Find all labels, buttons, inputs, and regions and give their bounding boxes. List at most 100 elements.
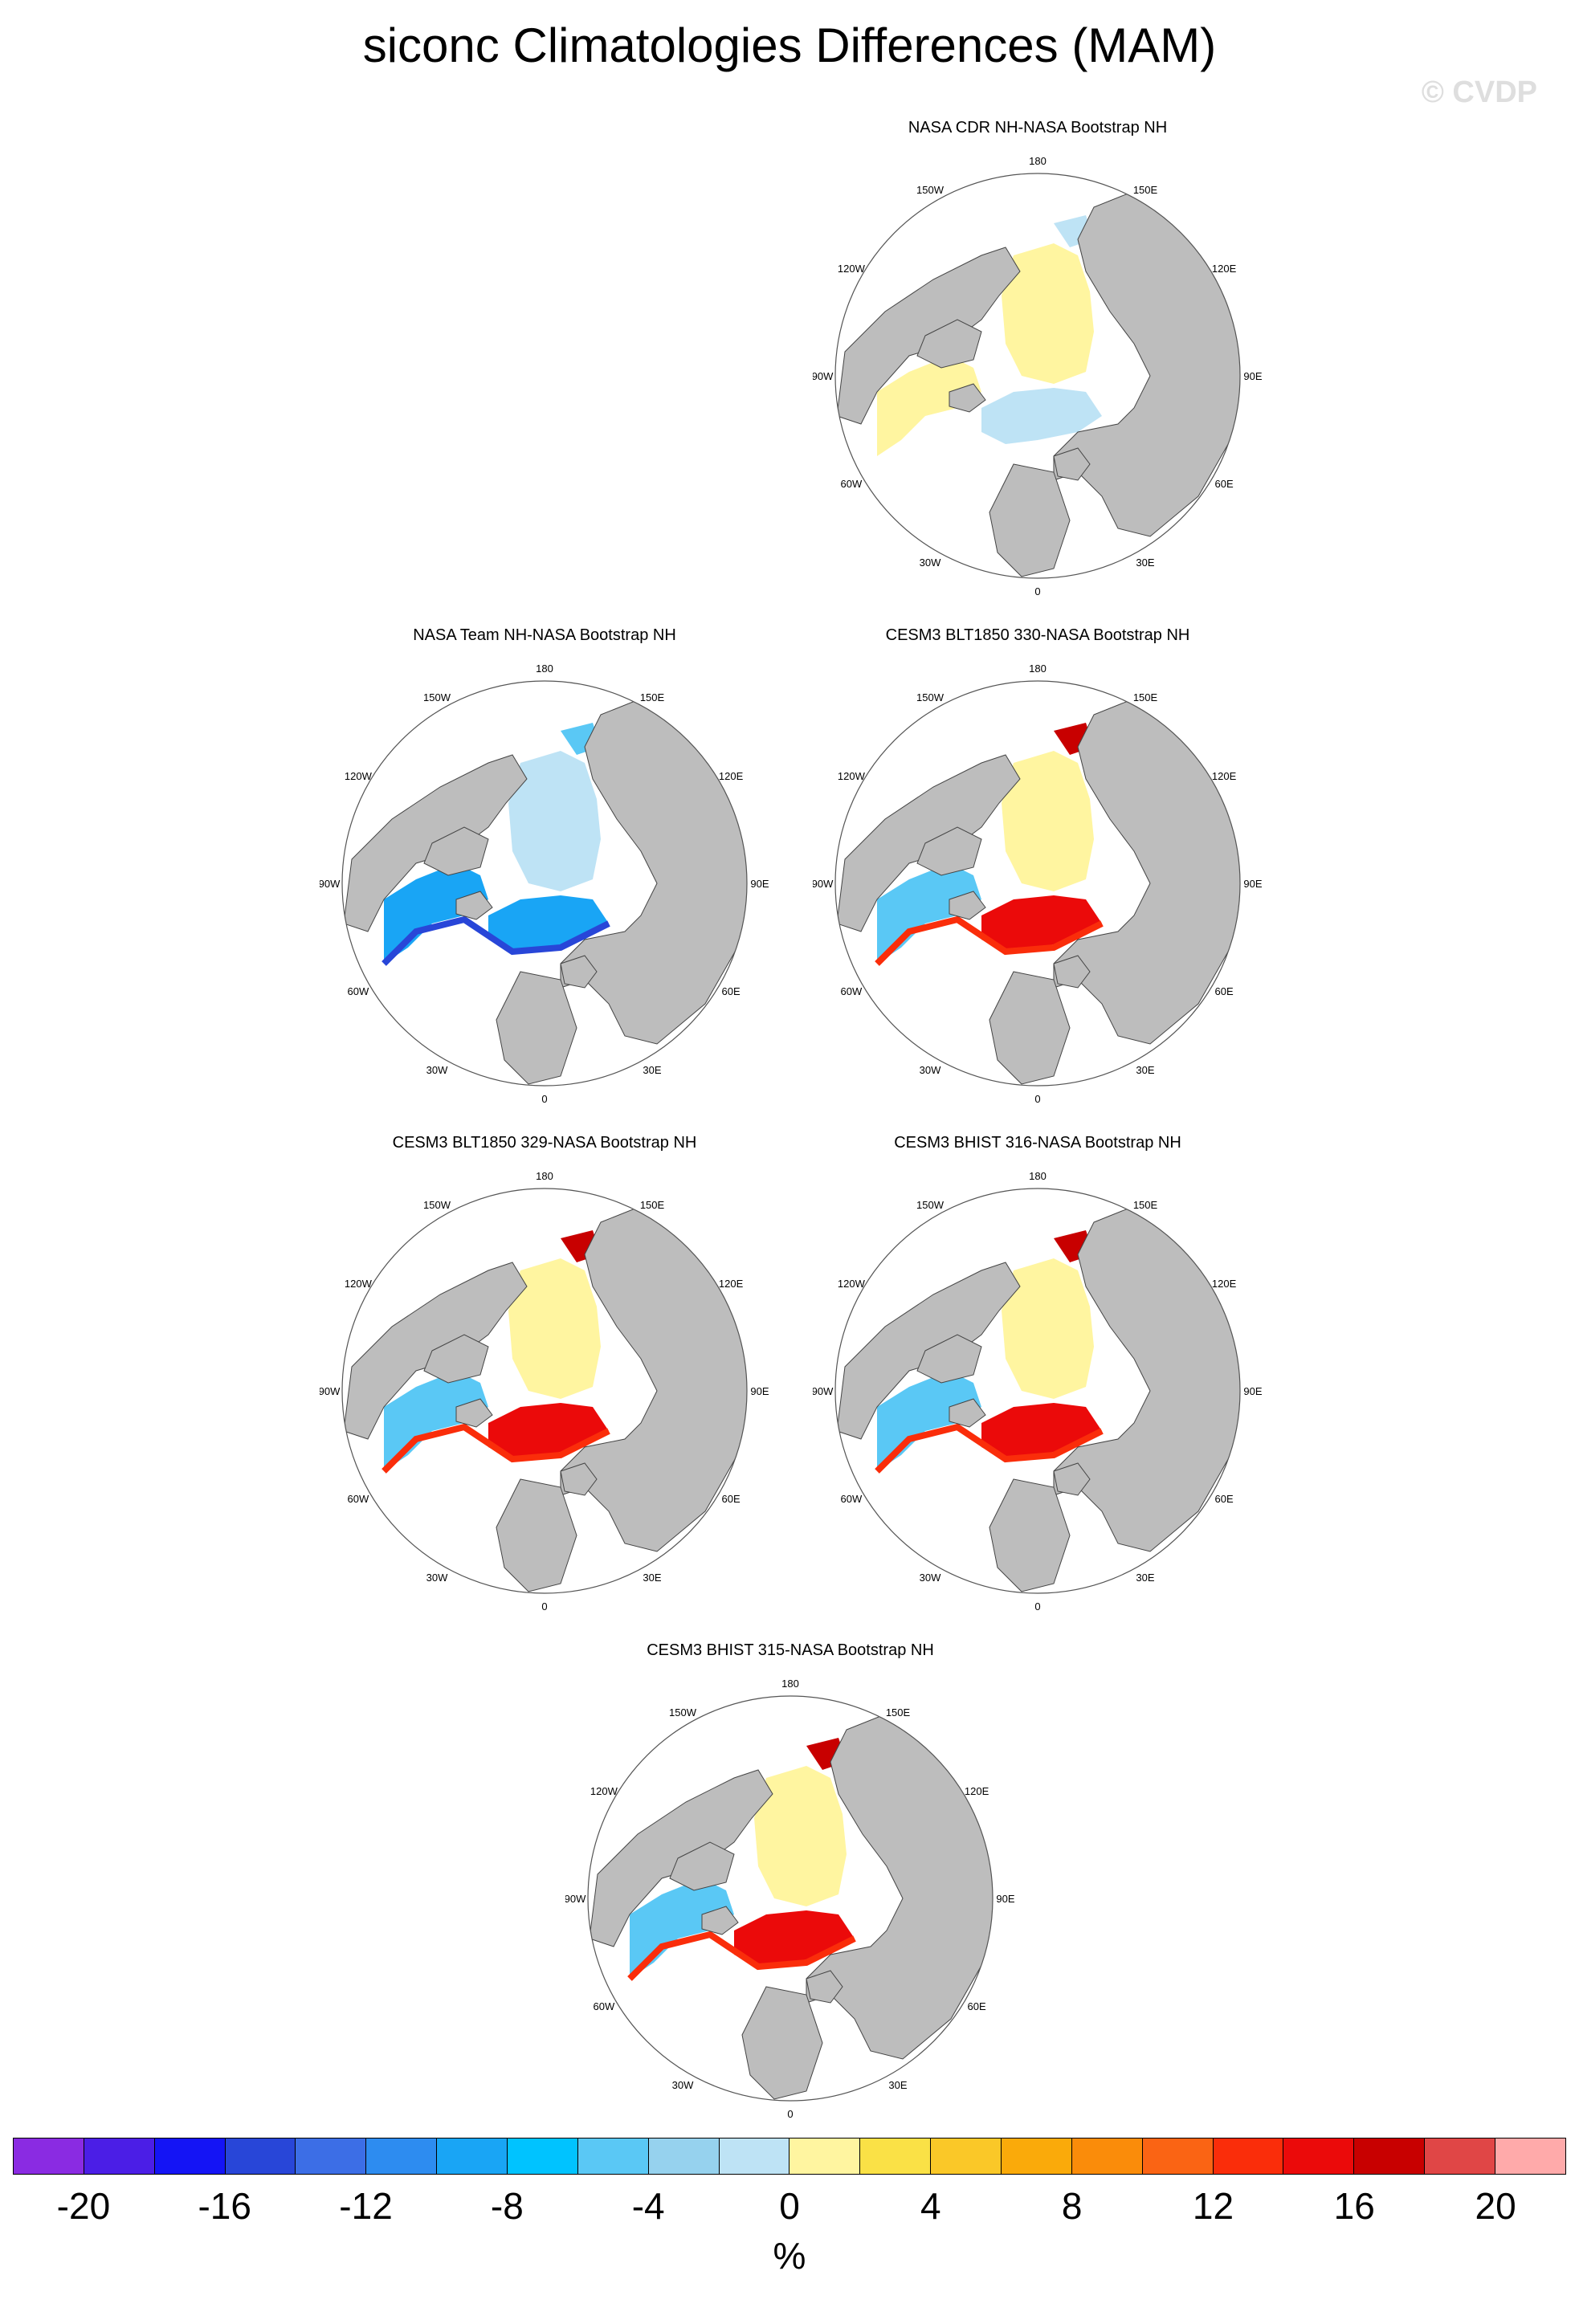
- longitude-label: 150E: [886, 1706, 911, 1719]
- map-panel-bhist-315: CESM3 BHIST 315-NASA Bootstrap NH 180 150…: [565, 1641, 1015, 2139]
- colorbar-box: [931, 2138, 1002, 2174]
- longitude-label: 60E: [722, 985, 741, 997]
- landmass: [560, 1462, 598, 1496]
- polar-stereographic-map: 180 150E 120E 90E 60E 30E 0 30W 60W 90W 120W 150W: [320, 663, 769, 1105]
- longitude-label: 150W: [916, 1199, 945, 1211]
- longitude-label: 120E: [719, 1278, 744, 1290]
- polar-stereographic-map: 180 150E 120E 90E 60E 30E 0 30W 60W 90W 120W 150W: [565, 1678, 1015, 2120]
- longitude-label: 120E: [1212, 1278, 1237, 1290]
- longitude-label: 30E: [643, 1572, 661, 1584]
- longitude-label: 90W: [813, 370, 834, 382]
- colorbar-tick-label: 20: [1475, 2185, 1516, 2227]
- longitude-label: 180: [1029, 663, 1047, 675]
- longitude-label: 90E: [1243, 1385, 1262, 1397]
- panel-title: NASA Team NH-NASA Bootstrap NH: [413, 626, 676, 644]
- colorbar-box: [577, 2138, 649, 2174]
- sea-ice-difference-region: [1002, 1258, 1094, 1399]
- map-boundary: [834, 173, 1241, 579]
- colorbar-box: [648, 2138, 720, 2174]
- landmass: [455, 891, 493, 920]
- panel-title: CESM3 BLT1850 330-NASA Bootstrap NH: [885, 626, 1190, 644]
- polar-stereographic-map: 180 150E 120E 90E 60E 30E 0 30W 60W 90W 120W 150W: [813, 1170, 1263, 1613]
- longitude-label: 0: [541, 1093, 547, 1105]
- longitude-label: 150E: [1133, 184, 1158, 196]
- ice-edge-anomaly: [875, 915, 1104, 966]
- longitude-label: 0: [1034, 585, 1040, 597]
- landmass: [989, 463, 1071, 577]
- longitude-label: 30W: [920, 557, 941, 569]
- landmass: [669, 1841, 735, 1891]
- longitude-label: 90E: [1243, 878, 1262, 890]
- sea-ice-difference-region: [508, 1258, 601, 1399]
- landmass: [1053, 1462, 1091, 1496]
- map-boundary: [587, 1695, 994, 2102]
- polar-stereographic-map: 180 150E 120E 90E 60E 30E 0 30W 60W 90W 120W 150W: [813, 155, 1263, 597]
- longitude-label: 180: [1029, 1170, 1047, 1182]
- colorbar-box: [508, 2138, 578, 2174]
- longitude-label: 30E: [1136, 1064, 1154, 1076]
- longitude-label: 60E: [968, 2000, 986, 2012]
- colorbar-tick-label: -4: [631, 2185, 665, 2227]
- longitude-label: 150E: [1133, 691, 1158, 703]
- colorbar-box: [366, 2138, 438, 2174]
- sea-ice-difference-region: [981, 388, 1102, 444]
- longitude-label: 30W: [920, 1064, 941, 1076]
- figure-title: siconc Climatologies Differences (MAM): [362, 18, 1217, 72]
- longitude-label: 0: [1034, 1093, 1040, 1105]
- polar-stereographic-map: 180 150E 120E 90E 60E 30E 0 30W 60W 90W 120W 150W: [320, 1170, 769, 1613]
- panel-title: CESM3 BHIST 316-NASA Bootstrap NH: [894, 1134, 1181, 1152]
- landmass: [423, 1334, 489, 1384]
- colorbar-tick-label: -20: [56, 2185, 111, 2227]
- colorbar-box: [225, 2138, 296, 2174]
- panel-title: NASA CDR NH-NASA Bootstrap NH: [908, 119, 1168, 137]
- landmass: [1053, 447, 1091, 481]
- longitude-label: 150E: [1133, 1199, 1158, 1211]
- sea-ice-difference-region: [1002, 243, 1094, 384]
- longitude-label: 30E: [888, 2079, 907, 2091]
- map-panel-blt1850-329: CESM3 BLT1850 329-NASA Bootstrap NH 180 1…: [320, 1134, 769, 1632]
- colorbar-tick-label: 12: [1192, 2185, 1234, 2227]
- landmass: [916, 319, 982, 369]
- colorbar-box: [1213, 2138, 1284, 2174]
- colorbar-box: [1071, 2138, 1143, 2174]
- map-boundary: [834, 1188, 1241, 1594]
- panel-title: CESM3 BLT1850 329-NASA Bootstrap NH: [392, 1134, 697, 1152]
- longitude-label: 120E: [1212, 263, 1237, 275]
- map-boundary: [341, 680, 748, 1087]
- longitude-label: 0: [1034, 1600, 1040, 1613]
- colorbar-unit: %: [773, 2235, 806, 2277]
- longitude-label: 30E: [1136, 1572, 1154, 1584]
- longitude-label: 120W: [838, 770, 866, 782]
- longitude-label: 60W: [841, 478, 863, 490]
- longitude-label: 90W: [813, 1385, 834, 1397]
- sea-ice-difference-region: [877, 356, 981, 456]
- longitude-label: 150W: [423, 1199, 451, 1211]
- colorbar-tick-label: -12: [339, 2185, 393, 2227]
- longitude-label: 120W: [345, 1278, 373, 1290]
- landmass: [423, 826, 489, 876]
- longitude-label: 90E: [750, 1385, 769, 1397]
- map-boundary: [834, 680, 1241, 1087]
- longitude-label: 180: [1029, 155, 1047, 167]
- map-panel-bhist-316: CESM3 BHIST 316-NASA Bootstrap NH 180 150…: [813, 1134, 1263, 1632]
- longitude-label: 150E: [640, 1199, 665, 1211]
- landmass: [916, 1334, 982, 1384]
- landmass: [949, 383, 986, 413]
- longitude-label: 30W: [426, 1572, 448, 1584]
- ice-edge-anomaly: [381, 1423, 610, 1474]
- longitude-label: 90W: [320, 1385, 341, 1397]
- colorbar-box: [1283, 2138, 1355, 2174]
- landmass: [1053, 955, 1091, 989]
- colorbar-box: [1002, 2138, 1072, 2174]
- longitude-label: 90E: [1243, 370, 1262, 382]
- sea-ice-difference-region: [1002, 751, 1094, 891]
- colorbar-box: [1425, 2138, 1496, 2174]
- longitude-label: 90E: [996, 1893, 1014, 1905]
- colorbar-tick-label: 4: [920, 2185, 941, 2227]
- colorbar-box: [296, 2138, 367, 2174]
- longitude-label: 30E: [1136, 557, 1154, 569]
- colorbar-box: [1495, 2138, 1565, 2174]
- colorbar-tick-label: 16: [1333, 2185, 1375, 2227]
- longitude-label: 150W: [669, 1706, 697, 1719]
- map-panel-nasa-cdr: NASA CDR NH-NASA Bootstrap NH 180 150E 120…: [813, 119, 1263, 617]
